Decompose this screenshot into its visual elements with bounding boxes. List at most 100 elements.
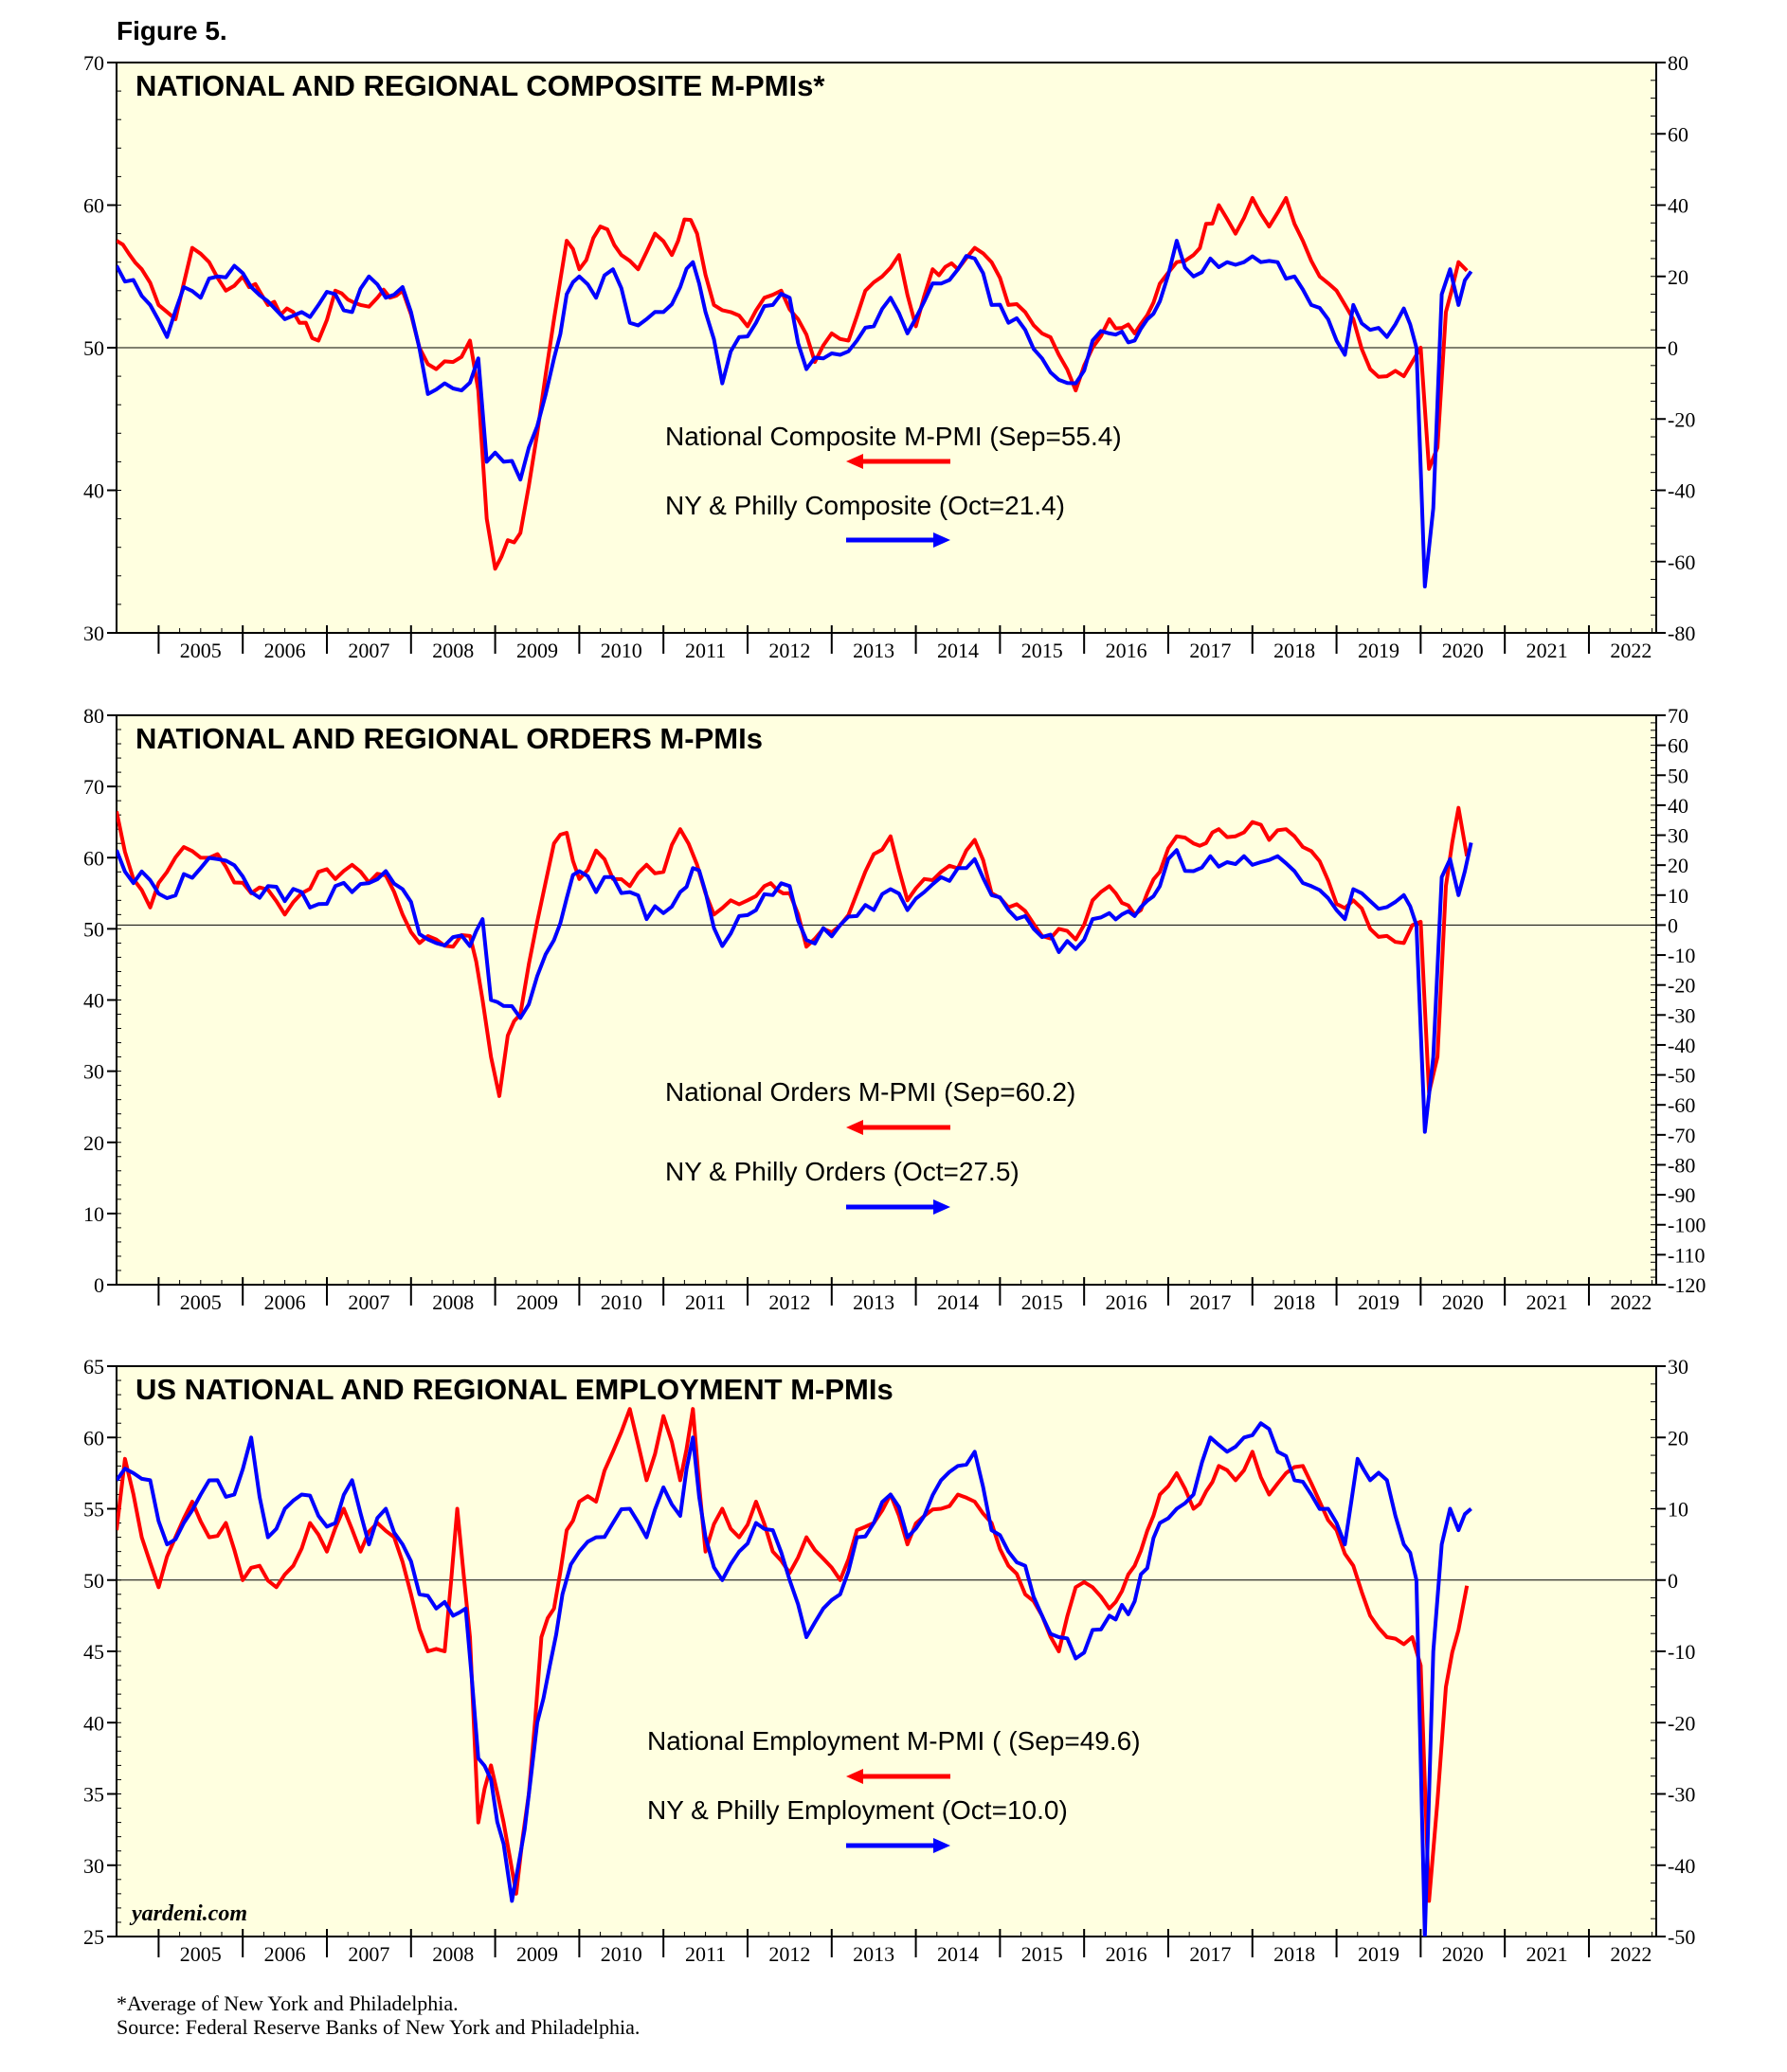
- x-tick-label: 2019: [1358, 1290, 1399, 1314]
- chart-panel-3: 25 30 35 40 45 50 55 60 65 -50 -40 -30 -20 -10 0 10 20 30…: [83, 1355, 1695, 1966]
- x-tick-label: 2006: [264, 639, 306, 662]
- x-tick-label: 2016: [1106, 639, 1147, 662]
- right-tick-label: -40: [1668, 1034, 1695, 1057]
- left-tick-label: 30: [83, 1854, 104, 1878]
- legend-arrow-left: [846, 1769, 863, 1784]
- x-tick-label: 2022: [1610, 639, 1652, 662]
- x-tick-label: 2017: [1189, 1942, 1231, 1966]
- right-tick-label: -20: [1668, 974, 1695, 998]
- left-tick-label: 50: [83, 336, 104, 360]
- series-line-regional: [117, 1421, 1472, 1937]
- x-tick-label: 2014: [937, 1290, 979, 1314]
- left-tick-label: 65: [83, 1355, 104, 1378]
- right-tick-label: 60: [1668, 734, 1688, 758]
- right-tick-label: -100: [1668, 1214, 1706, 1237]
- right-tick-label: 30: [1668, 824, 1688, 848]
- series-line-regional: [117, 239, 1473, 589]
- left-tick-label: 25: [83, 1925, 104, 1949]
- legend-label: National Employment M-PMI ( (Sep=49.6): [647, 1726, 1141, 1756]
- right-tick-label: 80: [1668, 51, 1688, 75]
- x-tick-label: 2011: [685, 1290, 726, 1314]
- chart-panels: 30 40 50 60 70 -80 -60 -40 -20 0 20 40 60 80 2005 2006 2…: [83, 51, 1706, 1966]
- right-tick-label: -10: [1668, 944, 1695, 967]
- x-tick-label: 2013: [853, 639, 894, 662]
- x-tick-label: 2011: [685, 639, 726, 662]
- legend-label: NY & Philly Composite (Oct=21.4): [665, 491, 1065, 520]
- legend-label: NY & Philly Employment (Oct=10.0): [647, 1795, 1068, 1825]
- x-tick-label: 2008: [432, 1942, 474, 1966]
- right-tick-label: -50: [1668, 1064, 1695, 1088]
- x-tick-label: 2021: [1526, 639, 1568, 662]
- plot-area: [116, 714, 1657, 1286]
- right-tick-label: -10: [1668, 1640, 1695, 1664]
- left-tick-label: 45: [83, 1640, 104, 1664]
- panel-title: NATIONAL AND REGIONAL COMPOSITE M-PMIs*: [135, 69, 825, 102]
- legend-arrow-right: [933, 1838, 950, 1853]
- right-tick-label: 0: [1668, 336, 1678, 360]
- panel-title: US NATIONAL AND REGIONAL EMPLOYMENT M-PM…: [135, 1373, 894, 1406]
- x-tick-label: 2012: [768, 1942, 810, 1966]
- legend-label: NY & Philly Orders (Oct=27.5): [665, 1157, 1020, 1186]
- x-tick-label: 2021: [1526, 1290, 1568, 1314]
- watermark: yardeni.com: [129, 1901, 247, 1926]
- left-tick-label: 60: [83, 1426, 104, 1450]
- left-tick-label: 70: [83, 51, 104, 75]
- right-tick-label: 20: [1668, 854, 1688, 877]
- x-tick-label: 2019: [1358, 639, 1399, 662]
- series-line-regional: [117, 841, 1473, 1134]
- x-tick-label: 2008: [432, 639, 474, 662]
- x-tick-label: 2020: [1442, 639, 1484, 662]
- right-tick-label: -110: [1668, 1243, 1706, 1267]
- left-tick-label: 55: [83, 1498, 104, 1522]
- x-tick-label: 2018: [1273, 1942, 1315, 1966]
- left-tick-label: 20: [83, 1131, 104, 1155]
- x-tick-label: 2007: [348, 1290, 389, 1314]
- footnote-source: Source: Federal Reserve Banks of New Yor…: [117, 2015, 640, 2039]
- right-tick-label: -60: [1668, 550, 1695, 574]
- x-tick-label: 2006: [264, 1942, 306, 1966]
- x-tick-label: 2017: [1189, 639, 1231, 662]
- left-tick-label: 0: [94, 1273, 104, 1297]
- x-tick-label: 2012: [768, 1290, 810, 1314]
- left-tick-label: 50: [83, 917, 104, 941]
- left-tick-label: 10: [83, 1202, 104, 1226]
- right-tick-label: -20: [1668, 1711, 1695, 1735]
- right-tick-label: 70: [1668, 704, 1688, 728]
- left-tick-label: 35: [83, 1783, 104, 1807]
- x-tick-label: 2013: [853, 1942, 894, 1966]
- x-tick-label: 2006: [264, 1290, 306, 1314]
- right-tick-label: 10: [1668, 884, 1688, 908]
- right-tick-label: -20: [1668, 407, 1695, 431]
- right-tick-label: 10: [1668, 1498, 1688, 1522]
- right-tick-label: 60: [1668, 122, 1688, 146]
- legend-arrow-right: [933, 1199, 950, 1215]
- x-tick-label: 2005: [180, 639, 222, 662]
- right-tick-label: -80: [1668, 622, 1695, 645]
- left-tick-label: 40: [83, 1711, 104, 1735]
- chart-panel-1: 30 40 50 60 70 -80 -60 -40 -20 0 20 40 60 80 2005 2006 2…: [83, 51, 1695, 662]
- x-tick-label: 2011: [685, 1942, 726, 1966]
- left-tick-label: 40: [83, 989, 104, 1013]
- x-tick-label: 2015: [1021, 1290, 1063, 1314]
- right-tick-label: 50: [1668, 764, 1688, 787]
- x-tick-label: 2014: [937, 639, 979, 662]
- x-tick-label: 2017: [1189, 1290, 1231, 1314]
- x-tick-label: 2007: [348, 639, 389, 662]
- right-tick-label: 20: [1668, 265, 1688, 289]
- x-tick-label: 2020: [1442, 1942, 1484, 1966]
- x-tick-label: 2018: [1273, 639, 1315, 662]
- right-tick-label: -120: [1668, 1273, 1706, 1297]
- x-tick-label: 2014: [937, 1942, 979, 1966]
- x-tick-label: 2018: [1273, 1290, 1315, 1314]
- right-tick-label: 0: [1668, 1569, 1678, 1593]
- x-tick-label: 2015: [1021, 1942, 1063, 1966]
- panel-title: NATIONAL AND REGIONAL ORDERS M-PMIs: [135, 722, 763, 755]
- x-tick-label: 2022: [1610, 1942, 1652, 1966]
- left-tick-label: 60: [83, 194, 104, 218]
- right-tick-label: 40: [1668, 194, 1688, 218]
- legend-label: National Composite M-PMI (Sep=55.4): [665, 422, 1122, 451]
- right-tick-label: 20: [1668, 1426, 1688, 1450]
- x-tick-label: 2007: [348, 1942, 389, 1966]
- footnote-average: *Average of New York and Philadelphia.: [117, 1991, 459, 2015]
